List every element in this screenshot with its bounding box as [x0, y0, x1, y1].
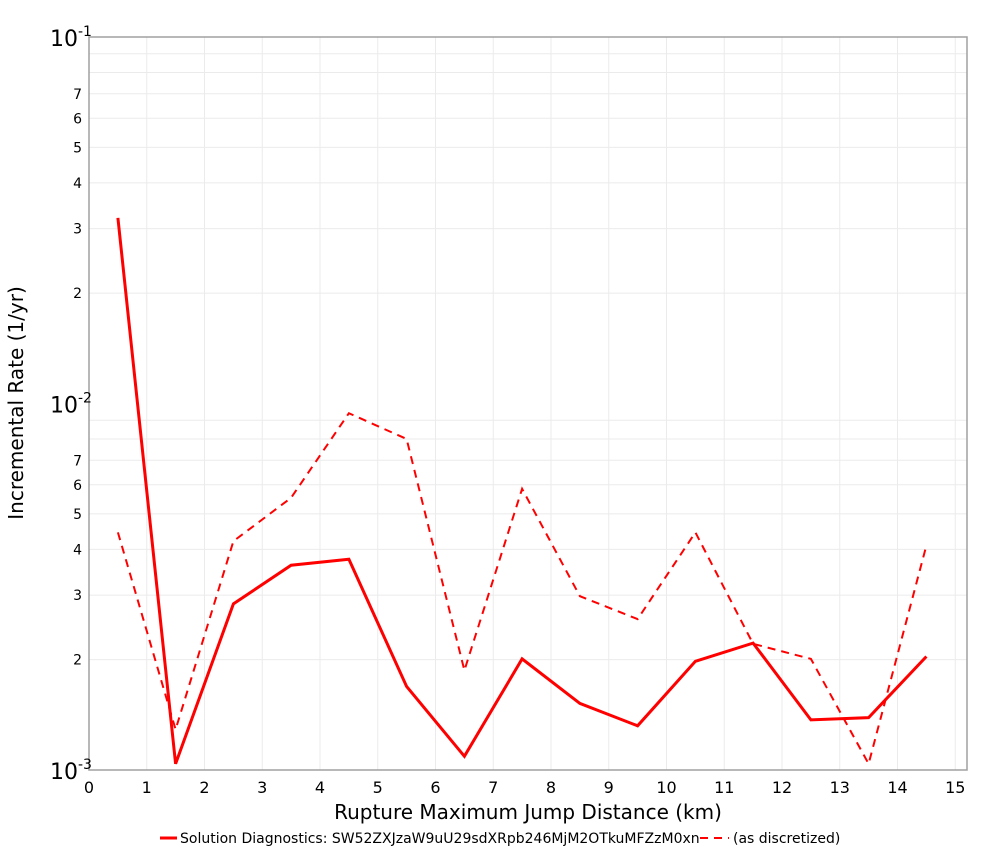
legend-label-discretized: (as discretized)	[733, 831, 840, 847]
x-tick-label: 3	[257, 778, 267, 797]
x-tick-label: 8	[546, 778, 556, 797]
y-decade-tick-label: 10-2	[50, 391, 92, 419]
x-tick-label: 14	[887, 778, 907, 797]
y-minor-tick-label: 5	[73, 140, 82, 156]
x-tick-label: 10	[656, 778, 676, 797]
x-axis-ticks: 0 1 2 3 4 5 6 7 8 9 10 11 12 13 14 15	[84, 778, 966, 797]
data-series	[116, 217, 928, 767]
x-tick-label: 2	[199, 778, 209, 797]
x-tick-label: 0	[84, 778, 94, 797]
y-minor-tick-label: 5	[73, 507, 82, 523]
y-minor-tick-label: 7	[73, 87, 82, 103]
y-minor-tick-label: 4	[73, 176, 82, 192]
y-decade-tick-label: 10-1	[50, 24, 92, 52]
x-tick-label: 7	[488, 778, 498, 797]
x-tick-label: 4	[315, 778, 325, 797]
x-tick-label: 1	[142, 778, 152, 797]
y-axis-label: Incremental Rate (1/yr)	[4, 286, 28, 519]
plot-area-border	[88, 36, 968, 771]
x-axis-label: Rupture Maximum Jump Distance (km)	[334, 800, 722, 824]
x-tick-label: 6	[430, 778, 440, 797]
x-tick-label: 11	[714, 778, 734, 797]
legend: Solution Diagnostics: SW52ZXJzaW9uU29sdX…	[160, 831, 840, 847]
y-decade-tick-label: 10-3	[50, 757, 92, 785]
x-tick-label: 13	[830, 778, 850, 797]
y-minor-tick-label: 3	[73, 588, 82, 604]
grid	[89, 37, 967, 770]
x-tick-label: 9	[604, 778, 614, 797]
legend-label-solution: Solution Diagnostics: SW52ZXJzaW9uU29sdX…	[180, 831, 700, 847]
x-tick-label: 12	[772, 778, 792, 797]
x-tick-label: 5	[373, 778, 383, 797]
y-axis-ticks: 2 3 4 5 6 7 2 3 4 5 6 7 10-1 10-2 10-3	[50, 24, 92, 785]
y-minor-tick-label: 2	[73, 286, 82, 302]
y-minor-tick-label: 6	[73, 478, 82, 494]
y-minor-tick-label: 4	[73, 542, 82, 558]
solution-series-line	[116, 217, 928, 765]
y-minor-tick-label: 7	[73, 453, 82, 469]
y-minor-tick-label: 6	[73, 111, 82, 127]
x-tick-label: 15	[945, 778, 965, 797]
y-minor-tick-label: 2	[73, 653, 82, 669]
discretized-series-line	[116, 411, 928, 767]
y-minor-tick-label: 3	[73, 222, 82, 238]
